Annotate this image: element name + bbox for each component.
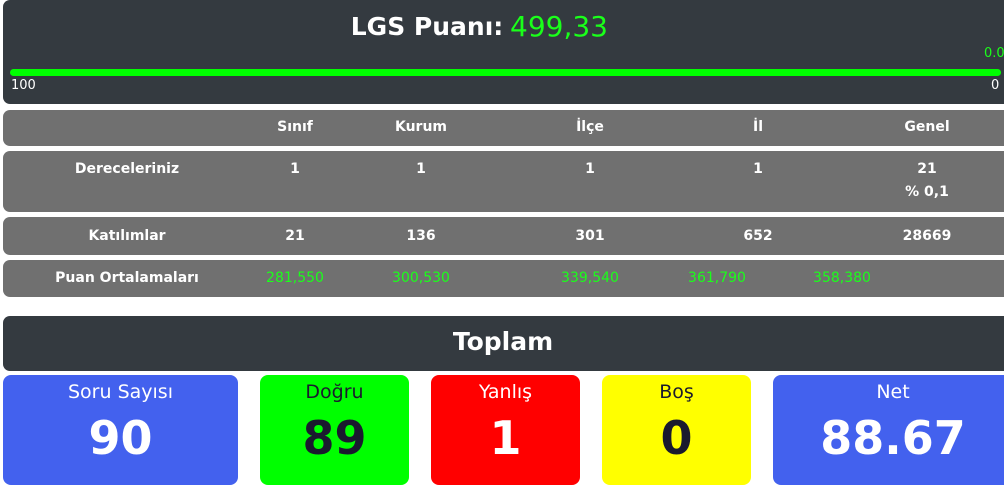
header-genel: Genel	[904, 119, 950, 135]
cell: 361,790	[688, 270, 746, 286]
cell: 300,530	[392, 270, 450, 286]
card-bos: Boş 0	[602, 375, 751, 485]
bar-value-label: 0.0	[984, 46, 1004, 61]
card-label: Soru Sayısı	[68, 381, 173, 403]
header-ilce: İlçe	[576, 119, 604, 135]
row-label: Dereceleriniz	[74, 161, 180, 177]
cell: 1	[753, 161, 763, 177]
table-row-puan-ortalamalari: Puan Ortalamaları 281,550 300,530 339,54…	[3, 260, 1004, 297]
cell: 1	[290, 161, 300, 177]
cell: 358,380	[813, 270, 871, 286]
card-label: Net	[876, 381, 910, 403]
score-progress-fill	[10, 69, 1001, 76]
cell: 1	[416, 161, 426, 177]
card-value: 88.67	[820, 411, 966, 465]
cell: 136	[406, 228, 436, 244]
card-net: Net 88.67	[773, 375, 1004, 485]
card-value: 0	[660, 411, 693, 465]
bar-right-label: 0	[991, 78, 1000, 93]
table-header-row: Sınıf Kurum İlçe İl Genel	[3, 110, 1004, 146]
cell: 281,550	[266, 270, 324, 286]
header-il: İl	[752, 119, 764, 135]
cell: 652	[743, 228, 773, 244]
cell: 28669	[902, 228, 952, 244]
score-value: 499,33	[510, 10, 608, 43]
summary-title: Toplam	[452, 327, 554, 356]
card-dogru: Doğru 89	[260, 375, 409, 485]
card-value: 1	[489, 411, 522, 465]
header-kurum: Kurum	[394, 119, 448, 135]
score-panel: LGS Puanı: 499,33 0.0 100 0	[3, 0, 1004, 104]
cell: 301	[575, 228, 605, 244]
score-label: LGS Puanı:	[350, 12, 504, 41]
score-progress-bar	[10, 69, 1001, 76]
card-yanlis: Yanlış 1	[431, 375, 580, 485]
card-value: 90	[88, 411, 153, 465]
card-label: Doğru	[305, 381, 364, 403]
table-row-katilimlar: Katılımlar 21 136 301 652 28669	[3, 217, 1004, 255]
cell: 21	[285, 228, 305, 244]
card-value: 89	[302, 411, 367, 465]
card-soru-sayisi: Soru Sayısı 90	[3, 375, 238, 485]
header-sinif: Sınıf	[277, 119, 313, 135]
row-label: Katılımlar	[88, 228, 166, 244]
table-row-dereceler: Dereceleriniz 1 1 1 1 21 % 0,1	[3, 151, 1004, 212]
cell: 1	[585, 161, 595, 177]
row-label: Puan Ortalamaları	[55, 270, 199, 286]
bar-left-label: 100	[11, 78, 36, 93]
cell: 339,540	[561, 270, 619, 286]
percentile: % 0,1	[905, 184, 949, 200]
cell: 21	[917, 161, 937, 177]
card-label: Yanlış	[478, 381, 533, 403]
card-label: Boş	[659, 381, 694, 403]
summary-header: Toplam	[3, 316, 1004, 371]
